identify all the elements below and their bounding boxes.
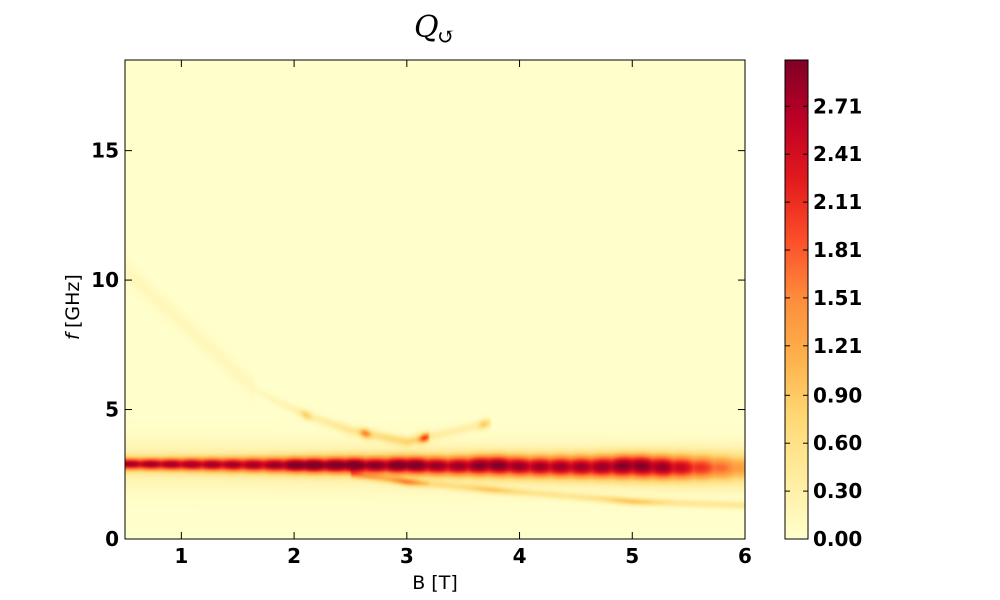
colorbar-tick-label: 1.51 [813,286,862,310]
colorbar-tick-label: 0.00 [813,527,862,551]
colorbar-frame [784,59,809,540]
chart-title-subscript: ↺ [437,25,455,50]
x-axis: 1 2 3 4 5 6 [174,60,752,568]
y-axis-label-symbol: f [62,330,84,340]
chart-title: Q [414,10,439,45]
colorbar-ticks: 0.00 0.30 0.60 0.90 1.21 1.51 1.81 2.11 2.41 2.71 [785,94,862,551]
y-axis-label: f [GHz] [62,274,84,340]
colorbar-tick-label: 0.30 [813,479,862,503]
colorbar-tick-label: 2.71 [813,94,862,118]
x-tick-label: 4 [513,544,527,568]
colorbar-tick-label: 2.11 [813,190,862,214]
y-tick-label: 5 [105,398,119,422]
colorbar-tick-label: 2.41 [813,142,862,166]
x-tick-label: 2 [287,544,301,568]
colorbar-tick-label: 1.21 [813,334,862,358]
colorbar-tick-label: 0.90 [813,383,862,407]
x-tick-label: 5 [625,544,639,568]
plot-frame [124,59,746,540]
y-axis: 0 5 10 15 [91,139,745,551]
x-axis-label: B [T] [412,572,458,594]
y-tick-label: 10 [91,268,119,292]
plot-area [124,59,746,540]
x-tick-label: 6 [738,544,752,568]
y-tick-label: 0 [105,527,119,551]
colorbar: 0.00 0.30 0.60 0.90 1.21 1.51 1.81 2.11 2.41 2.71 [784,59,862,551]
x-tick-label: 1 [174,544,188,568]
colorbar-tick-label: 1.81 [813,238,862,262]
y-tick-label: 15 [91,139,119,163]
heatmap [125,60,745,539]
y-axis-label-unit: [GHz] [62,274,84,328]
x-tick-label: 3 [400,544,414,568]
colorbar-tick-label: 0.60 [813,431,862,455]
colorbar-gradient [785,60,808,539]
